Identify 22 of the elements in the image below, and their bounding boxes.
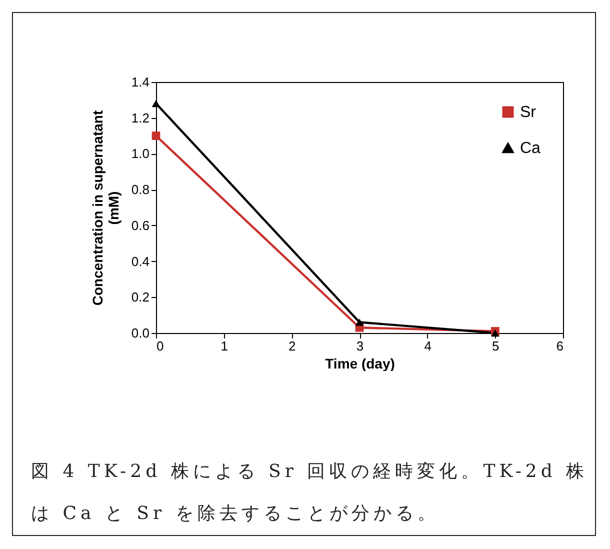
x-tick-label: 6 [556,338,564,354]
y-tick-label: 0.8 [131,182,150,198]
point [152,132,160,140]
y-tick-label: 0.6 [131,218,150,233]
y-tick-label: 1.0 [131,146,150,162]
y-tick-label: 0.0 [131,326,150,340]
point [355,318,364,326]
x-tick-label: 1 [220,338,228,354]
y-tick-label: 0.4 [131,254,150,269]
legend-label: Sr [520,104,537,121]
x-tick-label: 4 [424,338,432,354]
y-axis-title: Concentration in supernatant (mM) [89,110,122,306]
x-tick-label: 5 [492,338,500,354]
x-tick-label: 0 [156,338,164,354]
y-tick-label: 0.2 [131,290,150,305]
x-tick-label: 3 [356,338,364,354]
x-tick-label: 2 [288,338,296,354]
caption: 図 4 TK-2d 株による Sr 回収の経時変化。TK-2d 株は Ca と Sr を除去することが分かる。 [31,460,590,526]
point [152,100,160,108]
y-tick-label: 1.2 [131,110,150,126]
legend-label: Ca [520,140,541,157]
y-tick-label: 1.4 [131,74,150,90]
